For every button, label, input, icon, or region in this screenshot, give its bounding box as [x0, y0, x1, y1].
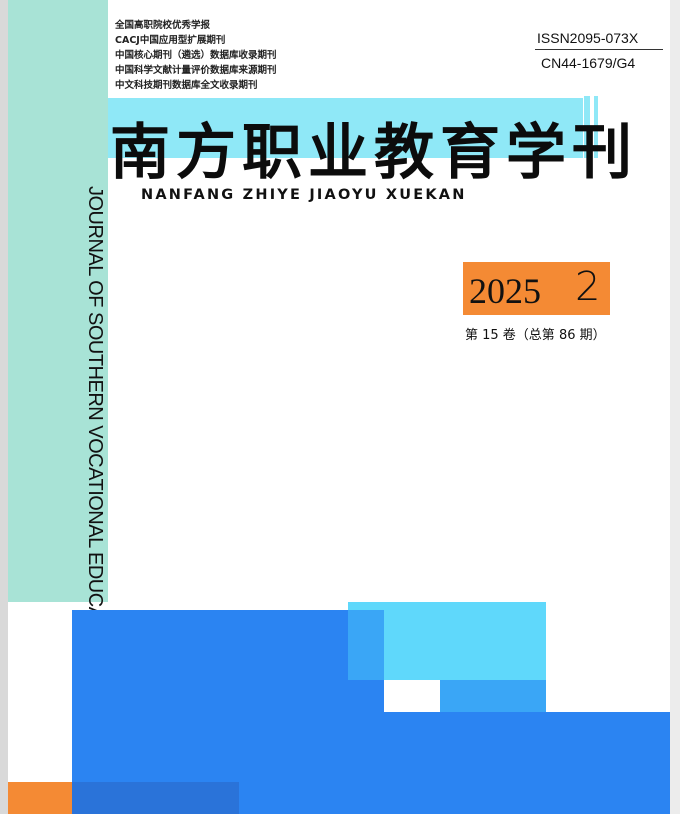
journal-title-pinyin: NANFANG ZHIYE JIAOYU XUEKAN [141, 187, 467, 203]
right-edge [670, 0, 680, 814]
volume-info: 第 15 卷（总第 86 期） [465, 328, 606, 343]
journal-title-english: JOURNAL OF SOUTHERN VOCATIONAL EDUCATION [84, 186, 106, 664]
cyan-stripe [594, 96, 598, 158]
indexing-item: 中文科技期刊数据库全文收录期刊 [115, 80, 258, 91]
indexing-item: 中国核心期刊（遴选）数据库收录期刊 [115, 50, 277, 61]
blue-block-lower [384, 712, 680, 814]
issn-number: ISSN2095-073X [537, 30, 639, 46]
blue-block [72, 610, 384, 814]
orange-footer-block [8, 782, 72, 814]
issue-number: 2 [575, 264, 601, 310]
overlap-block [348, 610, 384, 680]
mint-vertical-band [8, 0, 108, 602]
issue-year: 2025 [469, 271, 541, 311]
cn-number: CN44-1679/G4 [541, 55, 636, 71]
indexing-item: CACJ中国应用型扩展期刊 [115, 35, 226, 46]
left-edge [0, 0, 8, 814]
cyan-stripe [584, 96, 590, 158]
dark-blue-footer-block [72, 782, 239, 814]
indexing-item: 全国高职院校优秀学报 [115, 20, 211, 31]
journal-title-chinese: 南方职业教育学刊 [110, 118, 638, 188]
white-notch [384, 680, 440, 712]
cyan-title-band [108, 98, 583, 158]
indexing-list: 全国高职院校优秀学报 CACJ中国应用型扩展期刊 中国核心期刊（遴选）数据库收录… [115, 18, 277, 93]
indexing-item: 中国科学文献计量评价数据库来源期刊 [115, 65, 277, 76]
overlap-block-lower [440, 680, 546, 712]
issue-badge [463, 262, 610, 315]
issn-divider [535, 49, 663, 50]
